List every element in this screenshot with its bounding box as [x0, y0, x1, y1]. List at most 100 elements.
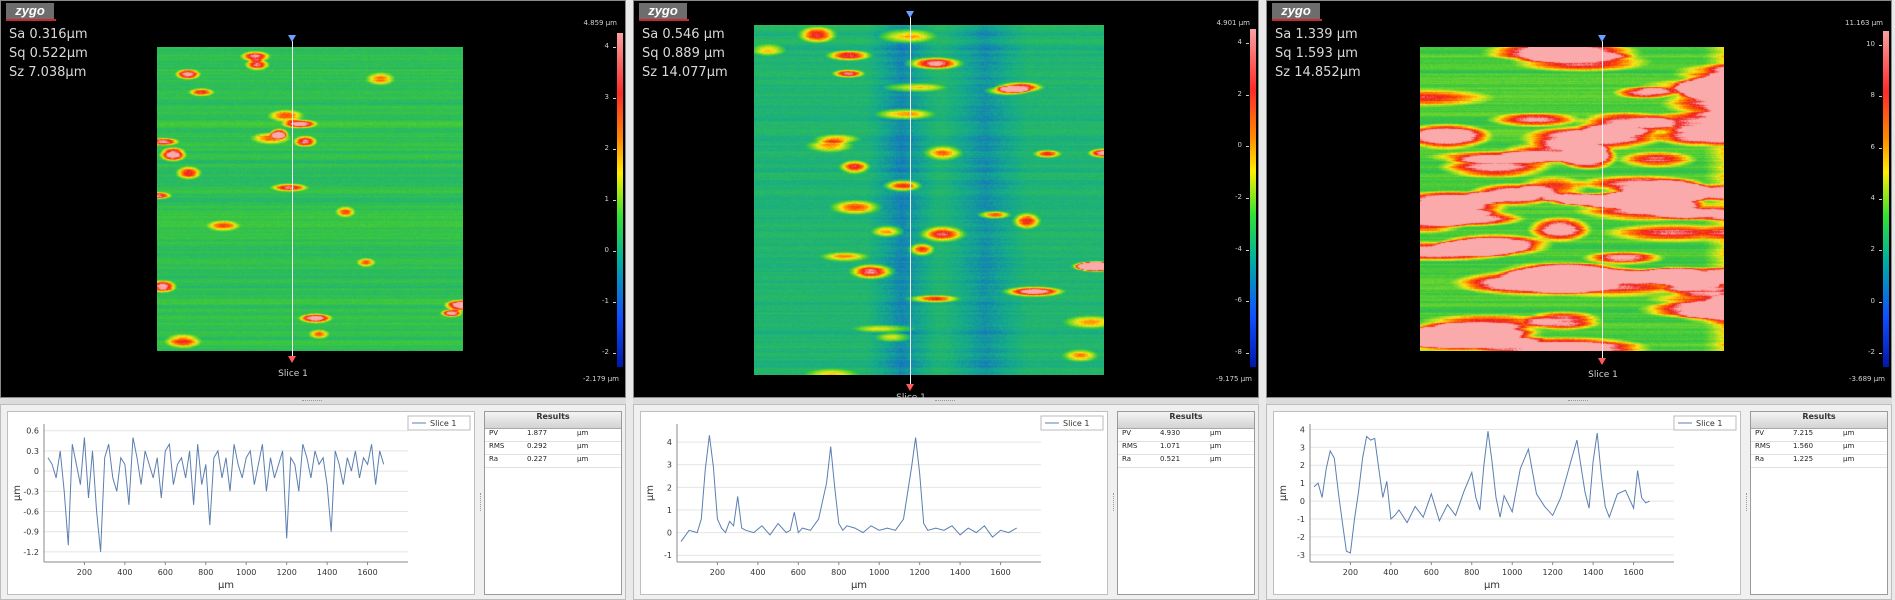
results-table: Results PV 1.877 µm RMS 0.292 µm Ra 0.22… — [484, 411, 622, 595]
slice-end-handle-icon[interactable] — [288, 356, 296, 363]
x-tick-label: 1600 — [990, 568, 1010, 577]
chart-legend: Slice 1 — [1040, 415, 1104, 431]
pane-splitter-grip-icon[interactable] — [1746, 493, 1748, 511]
colorbar — [1883, 31, 1889, 367]
colorbar-min-label: -9.175 µm — [1215, 375, 1252, 383]
view-splitter[interactable] — [633, 398, 1259, 404]
pane-splitter[interactable] — [479, 411, 483, 595]
y-axis-label: µm — [1278, 485, 1289, 501]
height-map[interactable] — [754, 25, 1104, 375]
profile-chart: 4 3 2 1 0 -1 -2 -3 200 400 600 800 1000 1200 1400 1600 µ… — [1273, 411, 1741, 595]
logo-underline — [1272, 19, 1322, 21]
slice-line[interactable] — [292, 41, 293, 359]
height-map[interactable] — [1420, 47, 1724, 351]
stat-sa: Sa 0.546 µm — [642, 27, 725, 42]
results-title: Results — [1751, 412, 1887, 429]
colorbar-tick-label: 4 — [1870, 194, 1875, 202]
height-map[interactable] — [157, 47, 463, 351]
results-metric: Ra — [489, 455, 498, 463]
slice-line[interactable] — [910, 17, 911, 387]
pane-splitter-grip-icon[interactable] — [1113, 493, 1115, 511]
results-value: 0.227 — [527, 455, 548, 463]
colorbar-tick — [1246, 94, 1249, 96]
slice-start-handle-icon[interactable] — [906, 11, 914, 18]
x-tick-label: 400 — [117, 568, 132, 577]
y-tick-label: 0.6 — [26, 427, 39, 436]
colorbar-tick-label: 6 — [1870, 142, 1875, 151]
y-tick-label: 3 — [1300, 443, 1305, 452]
splitter-grip-icon[interactable] — [302, 400, 322, 403]
logo-underline — [639, 19, 689, 21]
y-tick-label: -1 — [664, 551, 672, 560]
colorbar-tick-label: 0 — [1870, 296, 1875, 305]
colorbar-tick — [613, 47, 616, 48]
colorbar-tick-label: 2 — [1870, 245, 1875, 254]
slice-start-handle-icon[interactable] — [288, 35, 296, 42]
roughness-stats: Sa 0.546 µm Sq 0.889 µm Sz 14.077µm — [642, 25, 728, 82]
results-metric: RMS — [1122, 442, 1138, 450]
pane-splitter-grip-icon[interactable] — [480, 493, 482, 511]
slice-end-handle-icon[interactable] — [1598, 358, 1606, 365]
results-row: Ra 1.225 µm — [1751, 455, 1887, 468]
y-tick-label: 0.3 — [26, 447, 39, 456]
legend-label: Slice 1 — [1063, 419, 1089, 428]
profile-chart-svg: 4 3 2 1 0 -1 -2 -3 200 400 600 800 1000 1200 1400 1600 µ… — [1278, 415, 1737, 591]
results-unit: µm — [1210, 429, 1222, 437]
results-row: Ra 0.227 µm — [485, 455, 621, 468]
y-tick-label: -0.9 — [23, 528, 39, 537]
stat-sa: Sa 1.339 µm — [1275, 27, 1358, 42]
splitter-grip-icon[interactable] — [935, 400, 955, 403]
zygo-logo: zygo — [1272, 3, 1320, 19]
profile-pane: 4 3 2 1 0 -1 -2 -3 200 400 600 800 1000 1200 1400 1600 µ… — [1266, 404, 1892, 600]
x-tick-label: 600 — [791, 568, 806, 577]
pane-splitter[interactable] — [1112, 411, 1116, 595]
profile-chart: 4 3 2 1 0 -1 200 400 600 800 1000 1200 1400 1600 µm µm S… — [640, 411, 1108, 595]
y-tick-label: 3 — [667, 461, 672, 470]
slice-end-handle-icon[interactable] — [906, 384, 914, 391]
results-metric: PV — [489, 429, 499, 437]
measurement-panel-1: zygo Sa 0.316µm Sq 0.522µm Sz 7.038µm Sl… — [0, 0, 626, 600]
y-tick-label: -1 — [1297, 515, 1305, 524]
y-tick-label: -2 — [1297, 533, 1305, 542]
profile-series-line — [680, 435, 1017, 542]
x-tick-label: 1200 — [909, 568, 929, 577]
x-tick-label: 200 — [1343, 568, 1358, 577]
colorbar-max-label: 4.859 µm — [583, 19, 617, 27]
x-tick-label: 200 — [77, 568, 92, 577]
x-tick-label: 1000 — [869, 568, 889, 577]
results-metric: PV — [1755, 429, 1765, 437]
colorbar-min-label: -2.179 µm — [582, 375, 619, 383]
x-tick-label: 1200 — [276, 568, 296, 577]
stat-sz: Sz 7.038µm — [9, 65, 87, 80]
view-splitter[interactable] — [1266, 398, 1892, 404]
colorbar-tick — [613, 149, 616, 150]
y-axis-label: µm — [12, 485, 23, 501]
view-splitter[interactable] — [0, 398, 626, 404]
slice-start-handle-icon[interactable] — [1598, 35, 1606, 42]
results-value: 1.560 — [1793, 442, 1814, 450]
results-unit: µm — [577, 442, 589, 450]
results-metric: Ra — [1755, 455, 1764, 463]
results-value: 0.292 — [527, 442, 548, 450]
y-tick-label: -0.6 — [23, 508, 39, 517]
profile-pane: 0.6 0.3 0 -0.3 -0.6 -0.9 -1.2 200 400 600 800 1000 1… — [0, 404, 626, 600]
pane-splitter[interactable] — [1745, 411, 1749, 595]
x-tick-label: 400 — [1383, 568, 1398, 577]
results-table: Results PV 7.215 µm RMS 1.560 µm Ra 1.22… — [1750, 411, 1888, 595]
colorbar-tick-label: 8 — [1870, 91, 1875, 100]
results-metric: PV — [1122, 429, 1132, 437]
stat-sz: Sz 14.077µm — [642, 65, 728, 80]
x-axis-label: µm — [851, 580, 867, 591]
slice-line[interactable] — [1602, 41, 1603, 361]
colorbar-tick-label: 10 — [1866, 40, 1875, 48]
x-tick-label: 1400 — [1583, 568, 1603, 577]
colorbar-tick — [1246, 146, 1249, 148]
results-row: Ra 0.521 µm — [1118, 455, 1254, 468]
colorbar-max-label: 4.901 µm — [1216, 19, 1250, 27]
colorbar-tick-label: 4 — [604, 42, 609, 50]
x-tick-label: 1000 — [1502, 568, 1522, 577]
colorbar-tick-label: -8 — [1235, 348, 1242, 356]
zygo-logo: zygo — [6, 3, 54, 19]
results-unit: µm — [1843, 455, 1855, 463]
splitter-grip-icon[interactable] — [1568, 400, 1588, 403]
